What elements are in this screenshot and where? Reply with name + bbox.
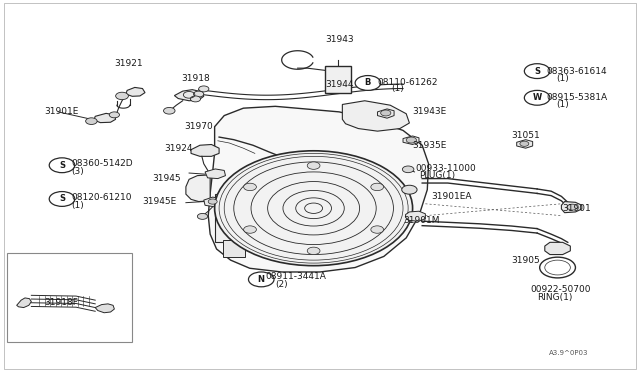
Text: 08915-5381A: 08915-5381A bbox=[547, 93, 608, 102]
Circle shape bbox=[49, 192, 75, 206]
Bar bbox=[214, 194, 250, 242]
Circle shape bbox=[193, 91, 204, 97]
Text: (3): (3) bbox=[71, 167, 84, 176]
Circle shape bbox=[406, 137, 417, 143]
Circle shape bbox=[190, 96, 200, 102]
Circle shape bbox=[208, 199, 217, 204]
Polygon shape bbox=[94, 113, 116, 123]
Text: 08110-61262: 08110-61262 bbox=[378, 78, 438, 87]
Text: 31943E: 31943E bbox=[413, 108, 447, 116]
Polygon shape bbox=[406, 211, 426, 221]
Text: 08911-3441A: 08911-3441A bbox=[266, 272, 326, 281]
Text: S: S bbox=[534, 67, 540, 76]
Text: W: W bbox=[532, 93, 541, 102]
Text: 31943: 31943 bbox=[325, 35, 353, 44]
Text: (2): (2) bbox=[275, 280, 288, 289]
Circle shape bbox=[355, 76, 381, 90]
Text: 08360-5142D: 08360-5142D bbox=[71, 159, 132, 168]
Polygon shape bbox=[95, 304, 115, 313]
Polygon shape bbox=[126, 87, 145, 96]
Circle shape bbox=[244, 183, 257, 190]
Text: S: S bbox=[59, 161, 65, 170]
Text: 00922-50700: 00922-50700 bbox=[531, 285, 591, 294]
Polygon shape bbox=[545, 242, 570, 254]
Text: 31924: 31924 bbox=[164, 144, 193, 153]
Circle shape bbox=[520, 141, 529, 146]
Circle shape bbox=[214, 151, 413, 266]
Circle shape bbox=[567, 204, 577, 210]
Polygon shape bbox=[342, 101, 410, 131]
Circle shape bbox=[49, 158, 75, 173]
Bar bbox=[223, 240, 245, 257]
Text: 31935E: 31935E bbox=[413, 141, 447, 150]
Text: 31918F: 31918F bbox=[44, 298, 78, 307]
Polygon shape bbox=[191, 144, 219, 156]
Text: (1): (1) bbox=[71, 201, 84, 210]
Text: 00933-11000: 00933-11000 bbox=[416, 164, 477, 173]
Text: (1): (1) bbox=[556, 100, 569, 109]
Polygon shape bbox=[17, 298, 31, 308]
Text: A3.9^0P03: A3.9^0P03 bbox=[548, 350, 588, 356]
Bar bbox=[325, 65, 351, 93]
Circle shape bbox=[524, 64, 550, 78]
Text: RING(1): RING(1) bbox=[537, 293, 573, 302]
Text: 31901M: 31901M bbox=[403, 216, 440, 225]
Circle shape bbox=[116, 92, 129, 100]
Polygon shape bbox=[204, 197, 221, 207]
Text: PLUG(1): PLUG(1) bbox=[419, 171, 455, 180]
Circle shape bbox=[403, 166, 414, 173]
Text: 08363-61614: 08363-61614 bbox=[547, 67, 607, 76]
Text: 31901E: 31901E bbox=[44, 108, 79, 116]
Polygon shape bbox=[403, 136, 419, 144]
Polygon shape bbox=[174, 90, 204, 101]
Circle shape bbox=[402, 185, 417, 194]
Text: 31921: 31921 bbox=[114, 59, 143, 68]
Text: S: S bbox=[59, 195, 65, 203]
Polygon shape bbox=[378, 109, 394, 118]
Bar bbox=[7, 253, 132, 342]
Circle shape bbox=[244, 226, 257, 233]
Text: 31051: 31051 bbox=[511, 131, 540, 141]
Circle shape bbox=[109, 112, 120, 118]
Text: 31918: 31918 bbox=[181, 74, 210, 83]
Circle shape bbox=[358, 79, 371, 87]
Text: 31945: 31945 bbox=[152, 174, 181, 183]
Polygon shape bbox=[561, 202, 582, 213]
Circle shape bbox=[371, 226, 383, 233]
Circle shape bbox=[381, 110, 391, 116]
Text: 31905: 31905 bbox=[511, 256, 540, 265]
Polygon shape bbox=[516, 140, 532, 148]
Text: (1): (1) bbox=[392, 84, 404, 93]
Circle shape bbox=[524, 90, 550, 105]
Circle shape bbox=[198, 86, 209, 92]
Text: 31901EA: 31901EA bbox=[432, 192, 472, 201]
Text: 31970: 31970 bbox=[184, 122, 213, 131]
Text: N: N bbox=[258, 275, 265, 284]
Text: B: B bbox=[365, 78, 371, 87]
Circle shape bbox=[307, 247, 320, 254]
Circle shape bbox=[197, 214, 207, 219]
Text: 31901: 31901 bbox=[563, 205, 591, 214]
Polygon shape bbox=[205, 169, 225, 179]
Circle shape bbox=[86, 118, 97, 125]
Circle shape bbox=[164, 108, 175, 114]
Circle shape bbox=[371, 183, 383, 190]
Polygon shape bbox=[186, 175, 210, 202]
Text: 31945E: 31945E bbox=[142, 197, 176, 206]
Circle shape bbox=[307, 162, 320, 169]
Text: 08120-61210: 08120-61210 bbox=[71, 193, 131, 202]
Polygon shape bbox=[208, 106, 429, 272]
Text: 31944: 31944 bbox=[325, 80, 353, 89]
Text: (1): (1) bbox=[556, 74, 569, 83]
Circle shape bbox=[248, 272, 274, 287]
